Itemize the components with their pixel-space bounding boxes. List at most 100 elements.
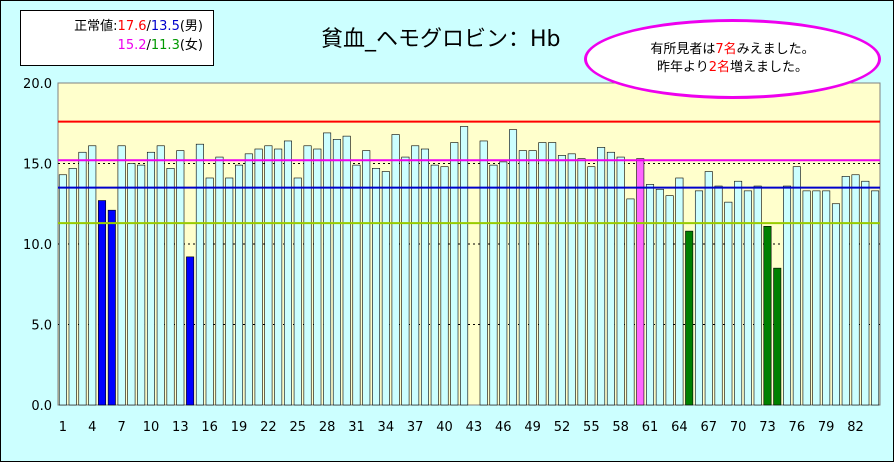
bar bbox=[381, 171, 390, 406]
x-tick-label: 22 bbox=[260, 420, 277, 435]
bar bbox=[254, 148, 263, 406]
legend-female-suffix: (女) bbox=[179, 38, 203, 53]
legend-sep: / bbox=[146, 38, 151, 53]
bar bbox=[127, 163, 136, 406]
bar bbox=[489, 164, 498, 406]
bar bbox=[293, 177, 302, 406]
bar bbox=[107, 209, 116, 406]
bar bbox=[783, 185, 792, 406]
normal-range-legend: 正常値:17.6/13.5(男) 15.2/11.3(女) bbox=[20, 10, 214, 66]
bar bbox=[714, 185, 723, 406]
bar bbox=[78, 151, 87, 406]
bar bbox=[186, 256, 195, 406]
legend-male-lower: 13.5 bbox=[150, 19, 180, 34]
bar bbox=[567, 153, 576, 406]
bar bbox=[753, 185, 762, 406]
x-tick-label: 73 bbox=[759, 420, 776, 435]
bar bbox=[117, 145, 126, 406]
bar bbox=[743, 190, 752, 406]
y-tick-label: 15.0 bbox=[23, 158, 52, 173]
bar bbox=[195, 143, 204, 406]
x-tick-label: 7 bbox=[117, 420, 125, 435]
bar bbox=[587, 166, 596, 406]
x-tick-label: 13 bbox=[172, 420, 189, 435]
x-tick-label: 10 bbox=[143, 420, 160, 435]
x-tick-label: 31 bbox=[348, 420, 365, 435]
callout-text: みえました。 bbox=[736, 42, 815, 57]
bar bbox=[606, 151, 615, 406]
bar bbox=[460, 126, 469, 406]
legend-female-lower: 11.3 bbox=[150, 38, 180, 53]
bar bbox=[225, 177, 234, 406]
bar bbox=[215, 156, 224, 406]
bar bbox=[499, 161, 508, 406]
x-tick-label: 58 bbox=[612, 420, 629, 435]
x-tick-label: 37 bbox=[407, 420, 424, 435]
legend-female-row: 15.2/11.3(女) bbox=[118, 37, 203, 55]
bar bbox=[557, 155, 566, 406]
x-tick-label: 1 bbox=[59, 420, 67, 435]
bar bbox=[518, 150, 527, 406]
bar bbox=[773, 267, 782, 406]
x-tick-label: 61 bbox=[642, 420, 659, 435]
bar bbox=[156, 145, 165, 406]
bar bbox=[244, 153, 253, 406]
x-tick-label: 25 bbox=[289, 420, 306, 435]
legend-male-row: 正常値:17.6/13.5(男) bbox=[74, 18, 203, 36]
legend-female-upper: 15.2 bbox=[117, 38, 147, 53]
callout-text: 増えました。 bbox=[730, 60, 809, 75]
bar bbox=[98, 200, 107, 406]
legend-sep: / bbox=[146, 19, 151, 34]
bar bbox=[734, 180, 743, 406]
bar bbox=[841, 176, 850, 406]
bar bbox=[450, 142, 459, 406]
bar bbox=[411, 145, 420, 406]
x-tick-label: 70 bbox=[730, 420, 747, 435]
bar bbox=[479, 140, 488, 406]
bar bbox=[802, 190, 811, 406]
x-tick-label: 4 bbox=[88, 420, 96, 435]
bar bbox=[68, 168, 77, 406]
bar bbox=[548, 142, 557, 406]
bar bbox=[264, 145, 273, 406]
bar bbox=[528, 150, 537, 406]
bar bbox=[176, 150, 185, 406]
bar bbox=[636, 158, 645, 406]
bar bbox=[146, 151, 155, 406]
x-tick-label: 43 bbox=[466, 420, 483, 435]
bar bbox=[401, 156, 410, 406]
callout-text: 昨年より bbox=[656, 60, 709, 75]
y-tick-label: 0.0 bbox=[31, 399, 52, 414]
bar bbox=[626, 198, 635, 406]
chart-title: 貧血_ヘモグロビン：Hb bbox=[321, 27, 561, 52]
bar bbox=[430, 164, 439, 406]
bar bbox=[235, 164, 244, 406]
bar bbox=[577, 158, 586, 406]
bar bbox=[420, 148, 429, 406]
bar bbox=[440, 166, 449, 406]
legend-male-suffix: (男) bbox=[179, 19, 203, 34]
bar bbox=[851, 174, 860, 406]
bar bbox=[724, 201, 733, 406]
callout-count: 7名 bbox=[715, 42, 737, 57]
bar bbox=[538, 142, 547, 406]
x-tick-label: 52 bbox=[554, 420, 571, 435]
bar bbox=[303, 145, 312, 406]
bar bbox=[655, 188, 664, 406]
bar bbox=[763, 225, 772, 406]
bar bbox=[792, 166, 801, 406]
bar bbox=[166, 168, 175, 406]
bar bbox=[205, 177, 214, 406]
bar bbox=[665, 195, 674, 406]
x-tick-label: 55 bbox=[583, 420, 600, 435]
y-tick-label: 10.0 bbox=[23, 238, 52, 253]
bar bbox=[88, 145, 97, 406]
y-tick-label: 20.0 bbox=[23, 77, 52, 92]
bar bbox=[323, 132, 332, 406]
x-tick-label: 64 bbox=[671, 420, 688, 435]
bar bbox=[372, 168, 381, 406]
bar bbox=[831, 203, 840, 406]
x-tick-label: 79 bbox=[818, 420, 835, 435]
